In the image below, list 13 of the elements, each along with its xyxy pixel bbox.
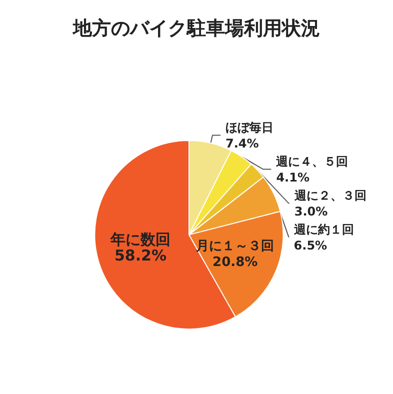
slice-label: 週に約１回 (292, 222, 354, 236)
chart-title: 地方のバイク駐車場利用状況 (72, 18, 320, 40)
data-label: 7.4% (226, 136, 259, 150)
data-label: 4.1% (276, 170, 310, 184)
slice-label: ほぼ毎日 (226, 120, 274, 134)
slice-label: 年に数回 (109, 230, 170, 249)
data-label: 58.2% (114, 246, 167, 265)
slice-label: 月に１～３回 (195, 238, 274, 254)
slice-label: 週に２、３回 (293, 188, 366, 202)
data-label: 20.8% (212, 254, 258, 270)
slice-label: 週に４、５回 (275, 154, 348, 168)
data-label: 3.0% (294, 204, 328, 218)
data-label: 6.5% (294, 238, 328, 252)
